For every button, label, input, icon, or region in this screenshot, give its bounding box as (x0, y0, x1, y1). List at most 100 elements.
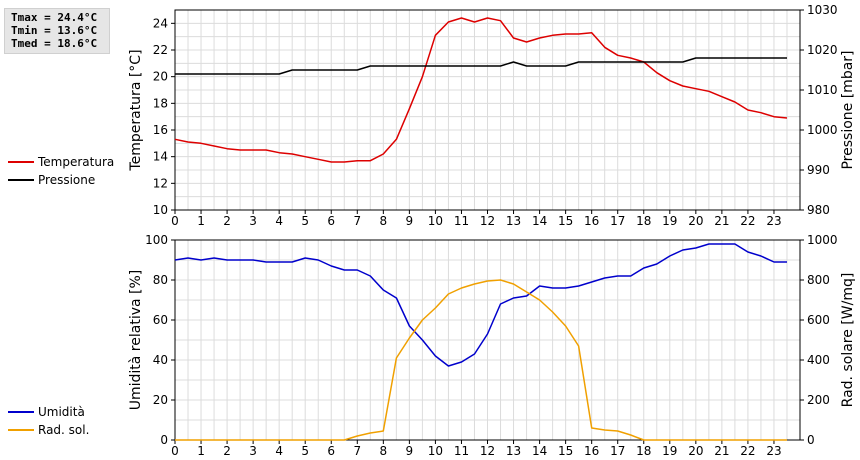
bottom-chart-y-tick-label: 60 (153, 313, 168, 327)
legend-label-temperatura: Temperatura (38, 155, 115, 169)
bottom-chart-x-tick-label: 0 (171, 444, 179, 458)
bottom-chart-x-tick-label: 3 (249, 444, 257, 458)
bottom-chart-y2-tick-label: 0 (807, 433, 815, 447)
temperature-stats-box: Tmax = 24.4°C Tmin = 13.6°C Tmed = 18.6°… (4, 8, 110, 54)
top-chart-x-tick-label: 4 (275, 214, 283, 228)
top-chart-x-tick-label: 2 (223, 214, 231, 228)
top-chart-x-tick-label: 14 (532, 214, 547, 228)
bottom-chart-x-tick-label: 17 (610, 444, 625, 458)
bottom-chart-x-tick-label: 9 (406, 444, 414, 458)
top-chart-x-tick-label: 21 (714, 214, 729, 228)
top-chart-y2-tick-label: 1020 (807, 43, 838, 57)
top-chart-x-tick-label: 18 (636, 214, 651, 228)
top-chart-series-pressione (175, 57, 787, 75)
top-chart-y-tick-label: 16 (153, 123, 168, 137)
top-chart-x-tick-label: 17 (610, 214, 625, 228)
legend-label-umidita: Umidità (38, 405, 85, 419)
bottom-chart-x-tick-label: 5 (301, 444, 309, 458)
bottom-chart-x-tick-label: 7 (353, 444, 361, 458)
bottom-chart-x-tick-label: 1 (197, 444, 205, 458)
top-chart-x-tick-label: 19 (662, 214, 677, 228)
legend-item-pressione: Pressione (8, 171, 114, 189)
bottom-chart-series-umidita (174, 243, 787, 367)
top-chart-x-tick-label: 3 (249, 214, 257, 228)
bottom-chart-x-tick-label: 12 (480, 444, 495, 458)
top-chart-x-tick-label: 8 (380, 214, 388, 228)
bottom-chart-x-tick-label: 4 (275, 444, 283, 458)
top-chart-y-tick-label: 22 (153, 43, 168, 57)
top-chart-x-tick-label: 9 (406, 214, 414, 228)
top-chart-x-tick-label: 1 (197, 214, 205, 228)
top-chart-y-tick-label: 12 (153, 176, 168, 190)
bottom-chart-y-tick-label: 40 (153, 353, 168, 367)
top-chart-y-tick-label: 24 (153, 16, 168, 30)
top-chart-x-tick-label: 20 (688, 214, 703, 228)
top-chart-x-tick-label: 22 (740, 214, 755, 228)
legend-label-rad-sol: Rad. sol. (38, 423, 90, 437)
top-chart-y-tick-label: 10 (153, 203, 168, 217)
bottom-chart-x-tick-label: 23 (766, 444, 781, 458)
legend-swatch-rad-sol (8, 429, 34, 431)
legend-item-temperatura: Temperatura (8, 153, 114, 171)
top-chart-x-tick-label: 11 (454, 214, 469, 228)
bottom-chart-y-tick-label: 20 (153, 393, 168, 407)
tmed-label: Tmed = 18.6°C (11, 37, 98, 50)
bottom-chart-y2-tick-label: 800 (807, 273, 830, 287)
top-chart-x-tick-label: 6 (327, 214, 335, 228)
bottom-chart-x-tick-label: 15 (558, 444, 573, 458)
legend-swatch-temperatura (8, 161, 34, 163)
bottom-chart-x-tick-label: 21 (714, 444, 729, 458)
top-chart-y2-tick-label: 1010 (807, 83, 838, 97)
bottom-chart-y2-tick-label: 1000 (807, 233, 838, 247)
bottom-chart-y-tick-label: 80 (153, 273, 168, 287)
bottom-chart-y2-tick-label: 200 (807, 393, 830, 407)
legend-label-pressione: Pressione (38, 173, 96, 187)
legend-swatch-umidita (8, 411, 34, 413)
top-chart-y2-tick-label: 1000 (807, 123, 838, 137)
top-chart-x-tick-label: 12 (480, 214, 495, 228)
bottom-chart-x-tick-label: 6 (327, 444, 335, 458)
bottom-chart-x-tick-label: 8 (380, 444, 388, 458)
legend-item-umidita: Umidità (8, 403, 85, 421)
top-chart-series-temperatura (174, 17, 788, 163)
bottom-chart-x-tick-label: 16 (584, 444, 599, 458)
bottom-chart-y2-tick-label: 400 (807, 353, 830, 367)
top-chart-y-axis-title: Temperatura [°C] (128, 49, 144, 171)
bottom-chart-x-tick-label: 14 (532, 444, 547, 458)
bottom-chart-x-tick-label: 20 (688, 444, 703, 458)
top-chart-y2-tick-label: 980 (807, 203, 830, 217)
top-chart-y2-tick-label: 1030 (807, 3, 838, 17)
top-chart-x-tick-label: 7 (353, 214, 361, 228)
top-chart-y-tick-label: 14 (153, 150, 168, 164)
bottom-chart-series-rad-sol (175, 279, 787, 441)
top-chart-y2-axis-title: Pressione [mbar] (840, 50, 856, 169)
legend-top: Temperatura Pressione (8, 153, 114, 189)
bottom-chart-y-tick-label: 0 (160, 433, 168, 447)
top-chart-x-tick-label: 23 (766, 214, 781, 228)
bottom-chart-x-tick-label: 22 (740, 444, 755, 458)
top-chart-y-tick-label: 20 (153, 70, 168, 84)
bottom-chart-y2-tick-label: 600 (807, 313, 830, 327)
bottom-chart-x-tick-label: 11 (454, 444, 469, 458)
legend-item-rad-sol: Rad. sol. (8, 421, 89, 439)
top-chart-x-tick-label: 16 (584, 214, 599, 228)
legend-swatch-pressione (8, 179, 34, 181)
bottom-chart-y-tick-label: 100 (145, 233, 168, 247)
bottom-chart-x-tick-label: 18 (636, 444, 651, 458)
bottom-chart-x-tick-label: 19 (662, 444, 677, 458)
top-chart-y2-tick-label: 990 (807, 163, 830, 177)
bottom-chart-x-tick-label: 13 (506, 444, 521, 458)
bottom-chart-y2-axis-title: Rad. solare [W/mq] (840, 273, 856, 408)
tmax-label: Tmax = 24.4°C (11, 11, 98, 24)
bottom-chart-y-axis-title: Umidità relativa [%] (128, 270, 144, 411)
top-chart-x-tick-label: 15 (558, 214, 573, 228)
bottom-chart-x-tick-label: 10 (428, 444, 443, 458)
top-chart-x-tick-label: 13 (506, 214, 521, 228)
top-chart-x-tick-label: 5 (301, 214, 309, 228)
top-chart-y-tick-label: 18 (153, 96, 168, 110)
top-chart-x-tick-label: 10 (428, 214, 443, 228)
bottom-chart-x-tick-label: 2 (223, 444, 231, 458)
tmin-label: Tmin = 13.6°C (11, 24, 98, 37)
